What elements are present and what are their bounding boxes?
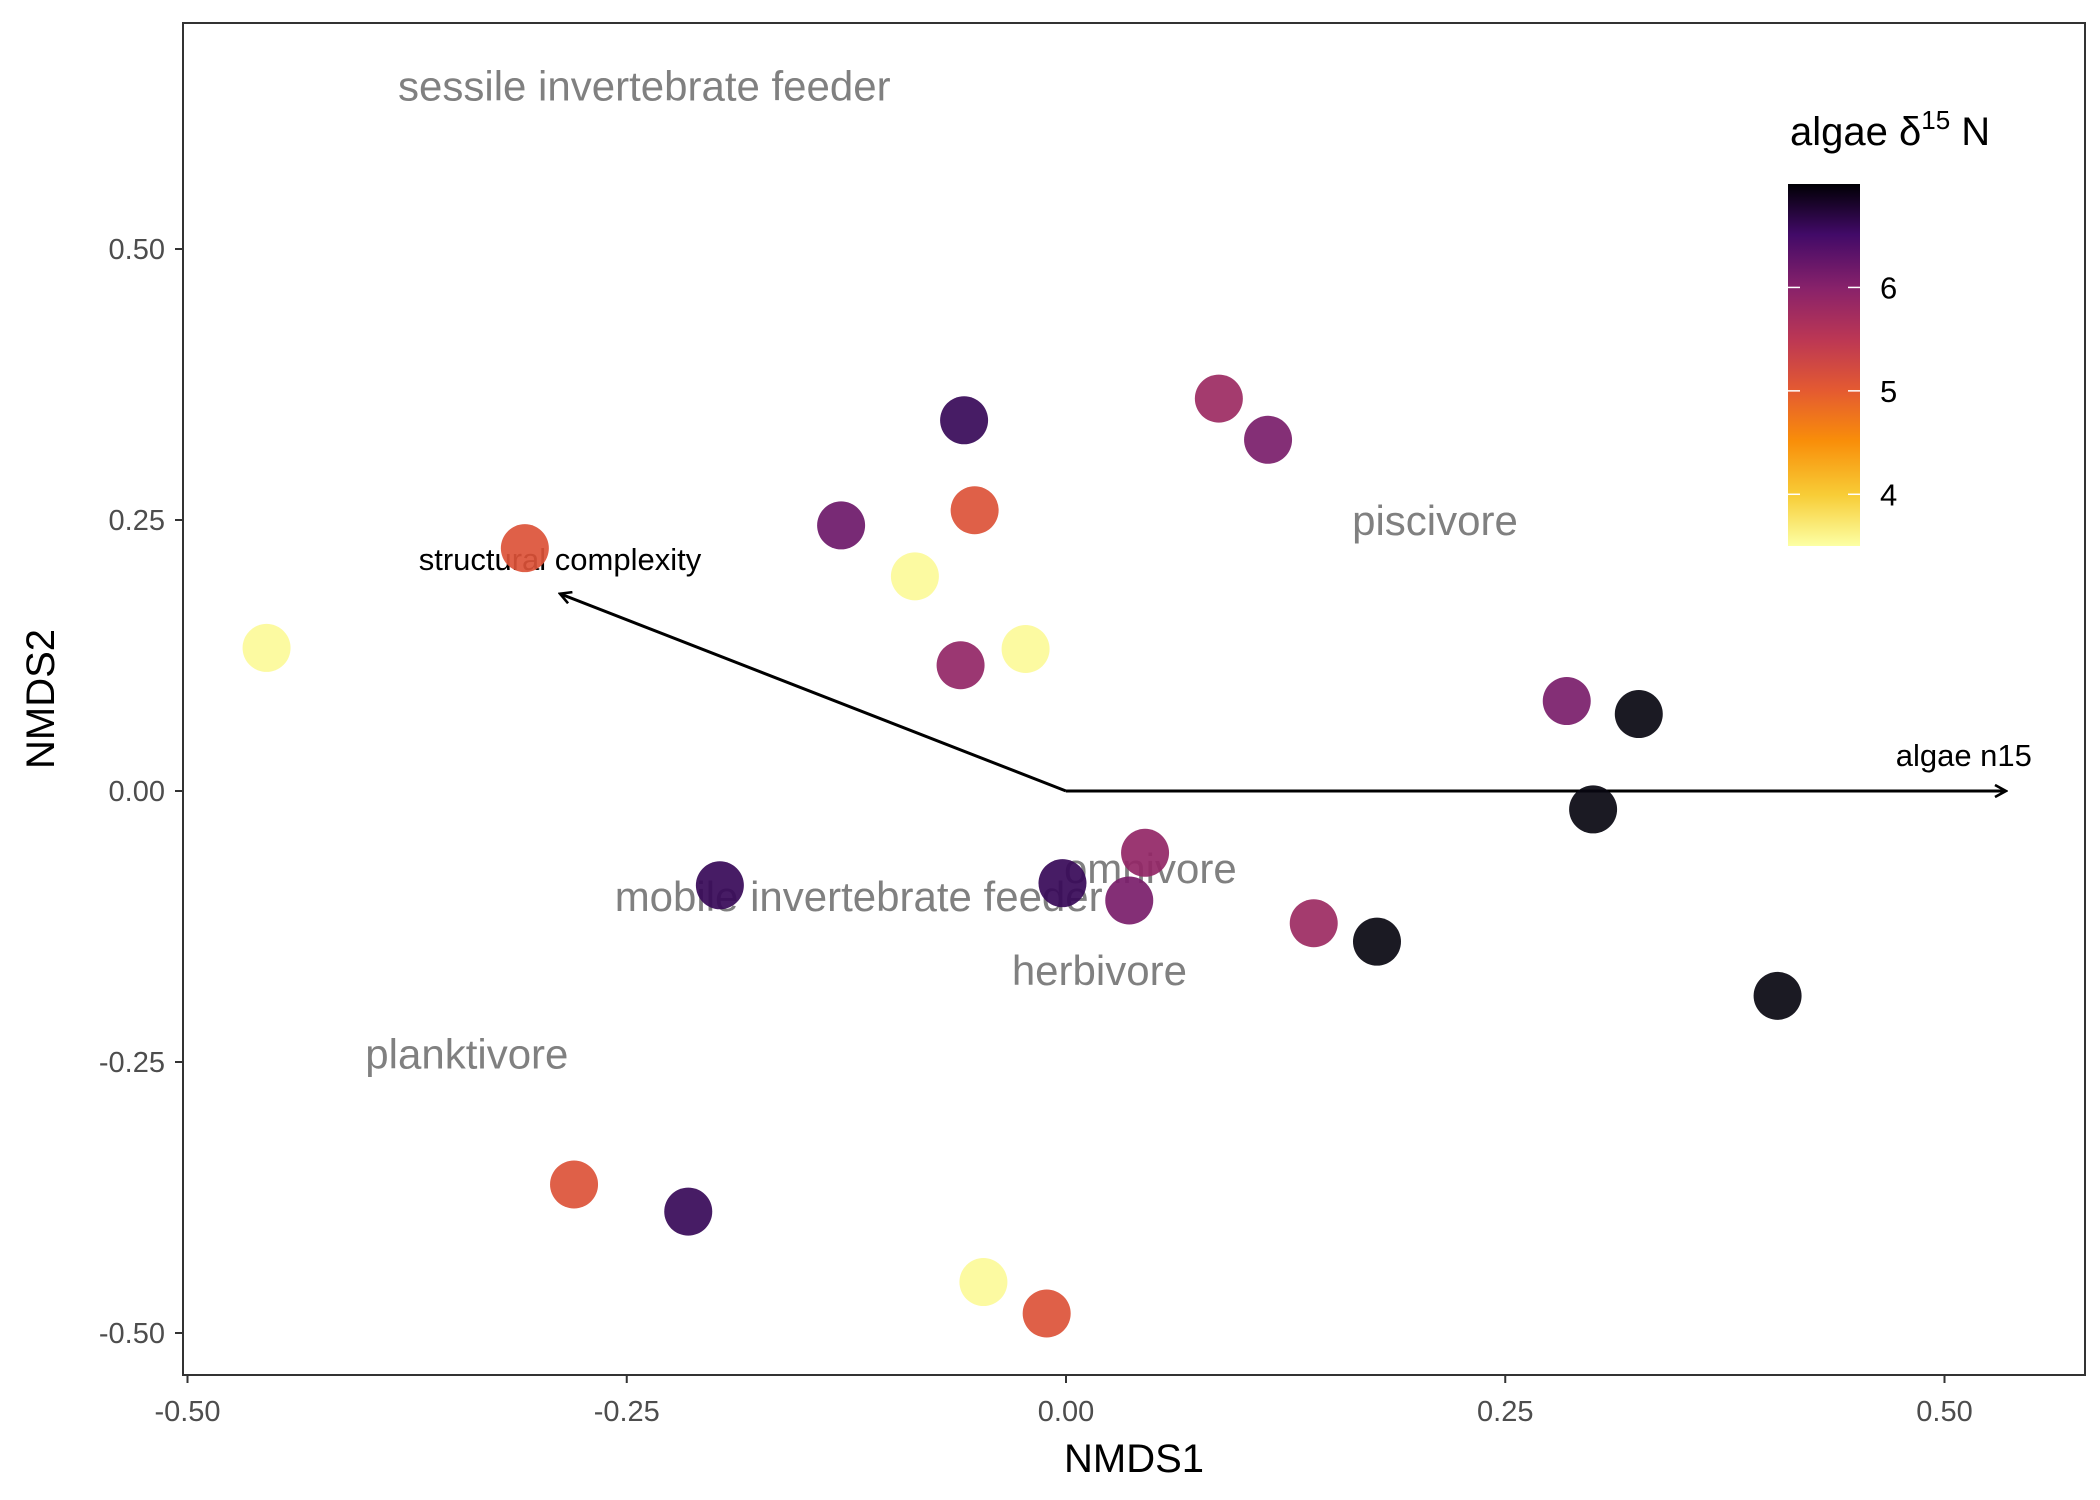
- group-label: herbivore: [1012, 947, 1187, 994]
- data-point: [1542, 677, 1591, 726]
- x-tick-label: 0.50: [1916, 1396, 1972, 1428]
- data-point: [1352, 917, 1401, 966]
- data-point: [940, 396, 989, 445]
- data-point: [695, 861, 744, 910]
- x-axis: -0.50 -0.25 0.00 0.25 0.50: [154, 1375, 1973, 1428]
- x-tick-label: 0.00: [1038, 1396, 1094, 1428]
- data-point: [959, 1258, 1008, 1307]
- data-point: [664, 1187, 713, 1236]
- color-legend: algae δ15 N 4 5 6: [1788, 105, 1990, 546]
- data-point: [936, 641, 985, 690]
- x-axis-title: NMDS1: [1064, 1437, 1204, 1481]
- legend-title-delta: δ: [1899, 110, 1921, 154]
- legend-title: algae δ15 N: [1790, 105, 1990, 154]
- data-point: [817, 501, 866, 550]
- y-axis-title: NMDS2: [19, 629, 63, 769]
- data-point: [1105, 876, 1154, 925]
- color-bar-ticks: 4 5 6: [1788, 270, 1897, 512]
- data-point: [1244, 415, 1293, 464]
- x-tick-label: -0.50: [154, 1396, 220, 1428]
- color-bar-tick-label: 5: [1880, 374, 1897, 409]
- data-point: [1038, 859, 1087, 908]
- color-bar-tick-label: 6: [1880, 270, 1897, 305]
- vectors: structural complexity algae n15: [419, 542, 2032, 791]
- y-tick-label: 0.00: [109, 776, 165, 808]
- y-axis: -0.50 -0.25 0.00 0.25 0.50: [99, 234, 183, 1350]
- group-label: planktivore: [365, 1030, 568, 1077]
- y-tick-label: 0.25: [109, 505, 165, 537]
- group-label: sessile invertebrate feeder: [398, 62, 891, 109]
- data-point: [1753, 971, 1802, 1020]
- x-tick-label: -0.25: [594, 1396, 660, 1428]
- vector-label: algae n15: [1896, 738, 2032, 773]
- data-point: [1001, 624, 1050, 673]
- data-point: [1022, 1289, 1071, 1338]
- y-tick-label: -0.50: [99, 1318, 165, 1350]
- color-bar-tick-label: 4: [1880, 477, 1897, 512]
- data-point: [1121, 828, 1170, 877]
- group-label: piscivore: [1352, 497, 1518, 544]
- y-tick-label: 0.50: [109, 234, 165, 266]
- data-point: [1614, 690, 1663, 739]
- data-point: [1569, 785, 1618, 834]
- legend-title-main: algae: [1790, 110, 1899, 154]
- vector-arrow: [560, 594, 1067, 793]
- color-bar: [1788, 184, 1860, 546]
- data-point: [890, 552, 939, 601]
- x-tick-label: 0.25: [1477, 1396, 1533, 1428]
- vector-label: structural complexity: [419, 542, 702, 577]
- legend-title-superscript: 15: [1921, 105, 1950, 135]
- plot-panel: [182, 22, 2086, 1376]
- group-label: mobile invertebrate feeder: [615, 873, 1103, 920]
- data-point: [1194, 374, 1243, 423]
- data-points: [242, 374, 1802, 1338]
- data-point: [242, 623, 291, 672]
- legend-title-tail: N: [1950, 110, 1990, 154]
- data-point: [500, 524, 549, 573]
- data-point: [950, 486, 999, 535]
- data-point: [550, 1160, 599, 1209]
- data-point: [1289, 899, 1338, 948]
- y-tick-label: -0.25: [99, 1047, 165, 1079]
